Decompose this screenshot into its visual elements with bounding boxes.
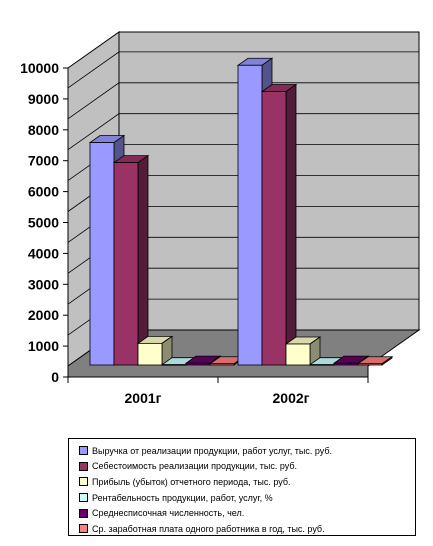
gridline: [67, 113, 419, 151]
legend-swatch: [79, 508, 88, 518]
legend-label: Выручка от реализации продукции, работ у…: [92, 445, 333, 456]
y-tick-label: 2000: [28, 307, 59, 323]
x-axis-labels: 2001г 2002г: [67, 377, 369, 406]
y-tick-label: 9000: [28, 91, 59, 107]
bar: [136, 335, 174, 366]
legend-label: Среднесписочная численность, чел.: [92, 508, 245, 519]
legend-item: Ср. заработная плата одного работника в …: [79, 521, 415, 537]
legend-item: Рентабельность продукции, работ, услуг, …: [79, 490, 415, 506]
legend-label: Себестоимость реализации продукции, тыс.…: [92, 461, 297, 472]
legend-item: Прибыль (убыток) отчетного периода, тыс.…: [79, 474, 415, 490]
y-tick-label: 1000: [28, 338, 59, 354]
y-tick-label: 3000: [28, 276, 59, 292]
legend-item: Среднесписочная численность, чел.: [79, 505, 415, 521]
gridline: [67, 82, 419, 120]
legend-item: Себестоимость реализации продукции, тыс.…: [79, 459, 415, 475]
legend-swatch: [79, 493, 88, 503]
bars: [88, 57, 394, 366]
y-tick-label: 0: [51, 369, 59, 385]
legend-label: Ср. заработная плата одного работника в …: [92, 523, 325, 534]
bar: [284, 336, 322, 366]
legend: Выручка от реализации продукции, работ у…: [68, 438, 416, 536]
legend-swatch: [79, 446, 88, 456]
legend-item: Выручка от реализации продукции, работ у…: [79, 443, 415, 459]
bar: [356, 355, 394, 366]
y-tick-label: 8000: [28, 122, 59, 138]
legend-label: Прибыль (убыток) отчетного периода, тыс.…: [92, 476, 291, 487]
legend-swatch: [79, 524, 88, 534]
gridline: [67, 51, 419, 89]
y-tick-label: 7000: [28, 153, 59, 169]
legend-swatch: [79, 461, 88, 471]
y-tick-label: 6000: [28, 184, 59, 200]
x-tick-label: 2002г: [273, 390, 310, 406]
y-axis-ticks: 0 1000 2000 3000 4000 5000 6000 7000 8000 9000 100…: [20, 60, 69, 385]
y-tick-label: 4000: [28, 245, 59, 261]
x-tick-label: 2001г: [125, 390, 162, 406]
legend-label: Рентабельность продукции, работ, услуг, …: [92, 492, 273, 503]
y-tick-label: 10000: [20, 60, 59, 76]
y-tick-label: 5000: [28, 215, 59, 231]
bar: [260, 83, 298, 366]
bar: [112, 154, 150, 366]
legend-swatch: [79, 477, 88, 487]
